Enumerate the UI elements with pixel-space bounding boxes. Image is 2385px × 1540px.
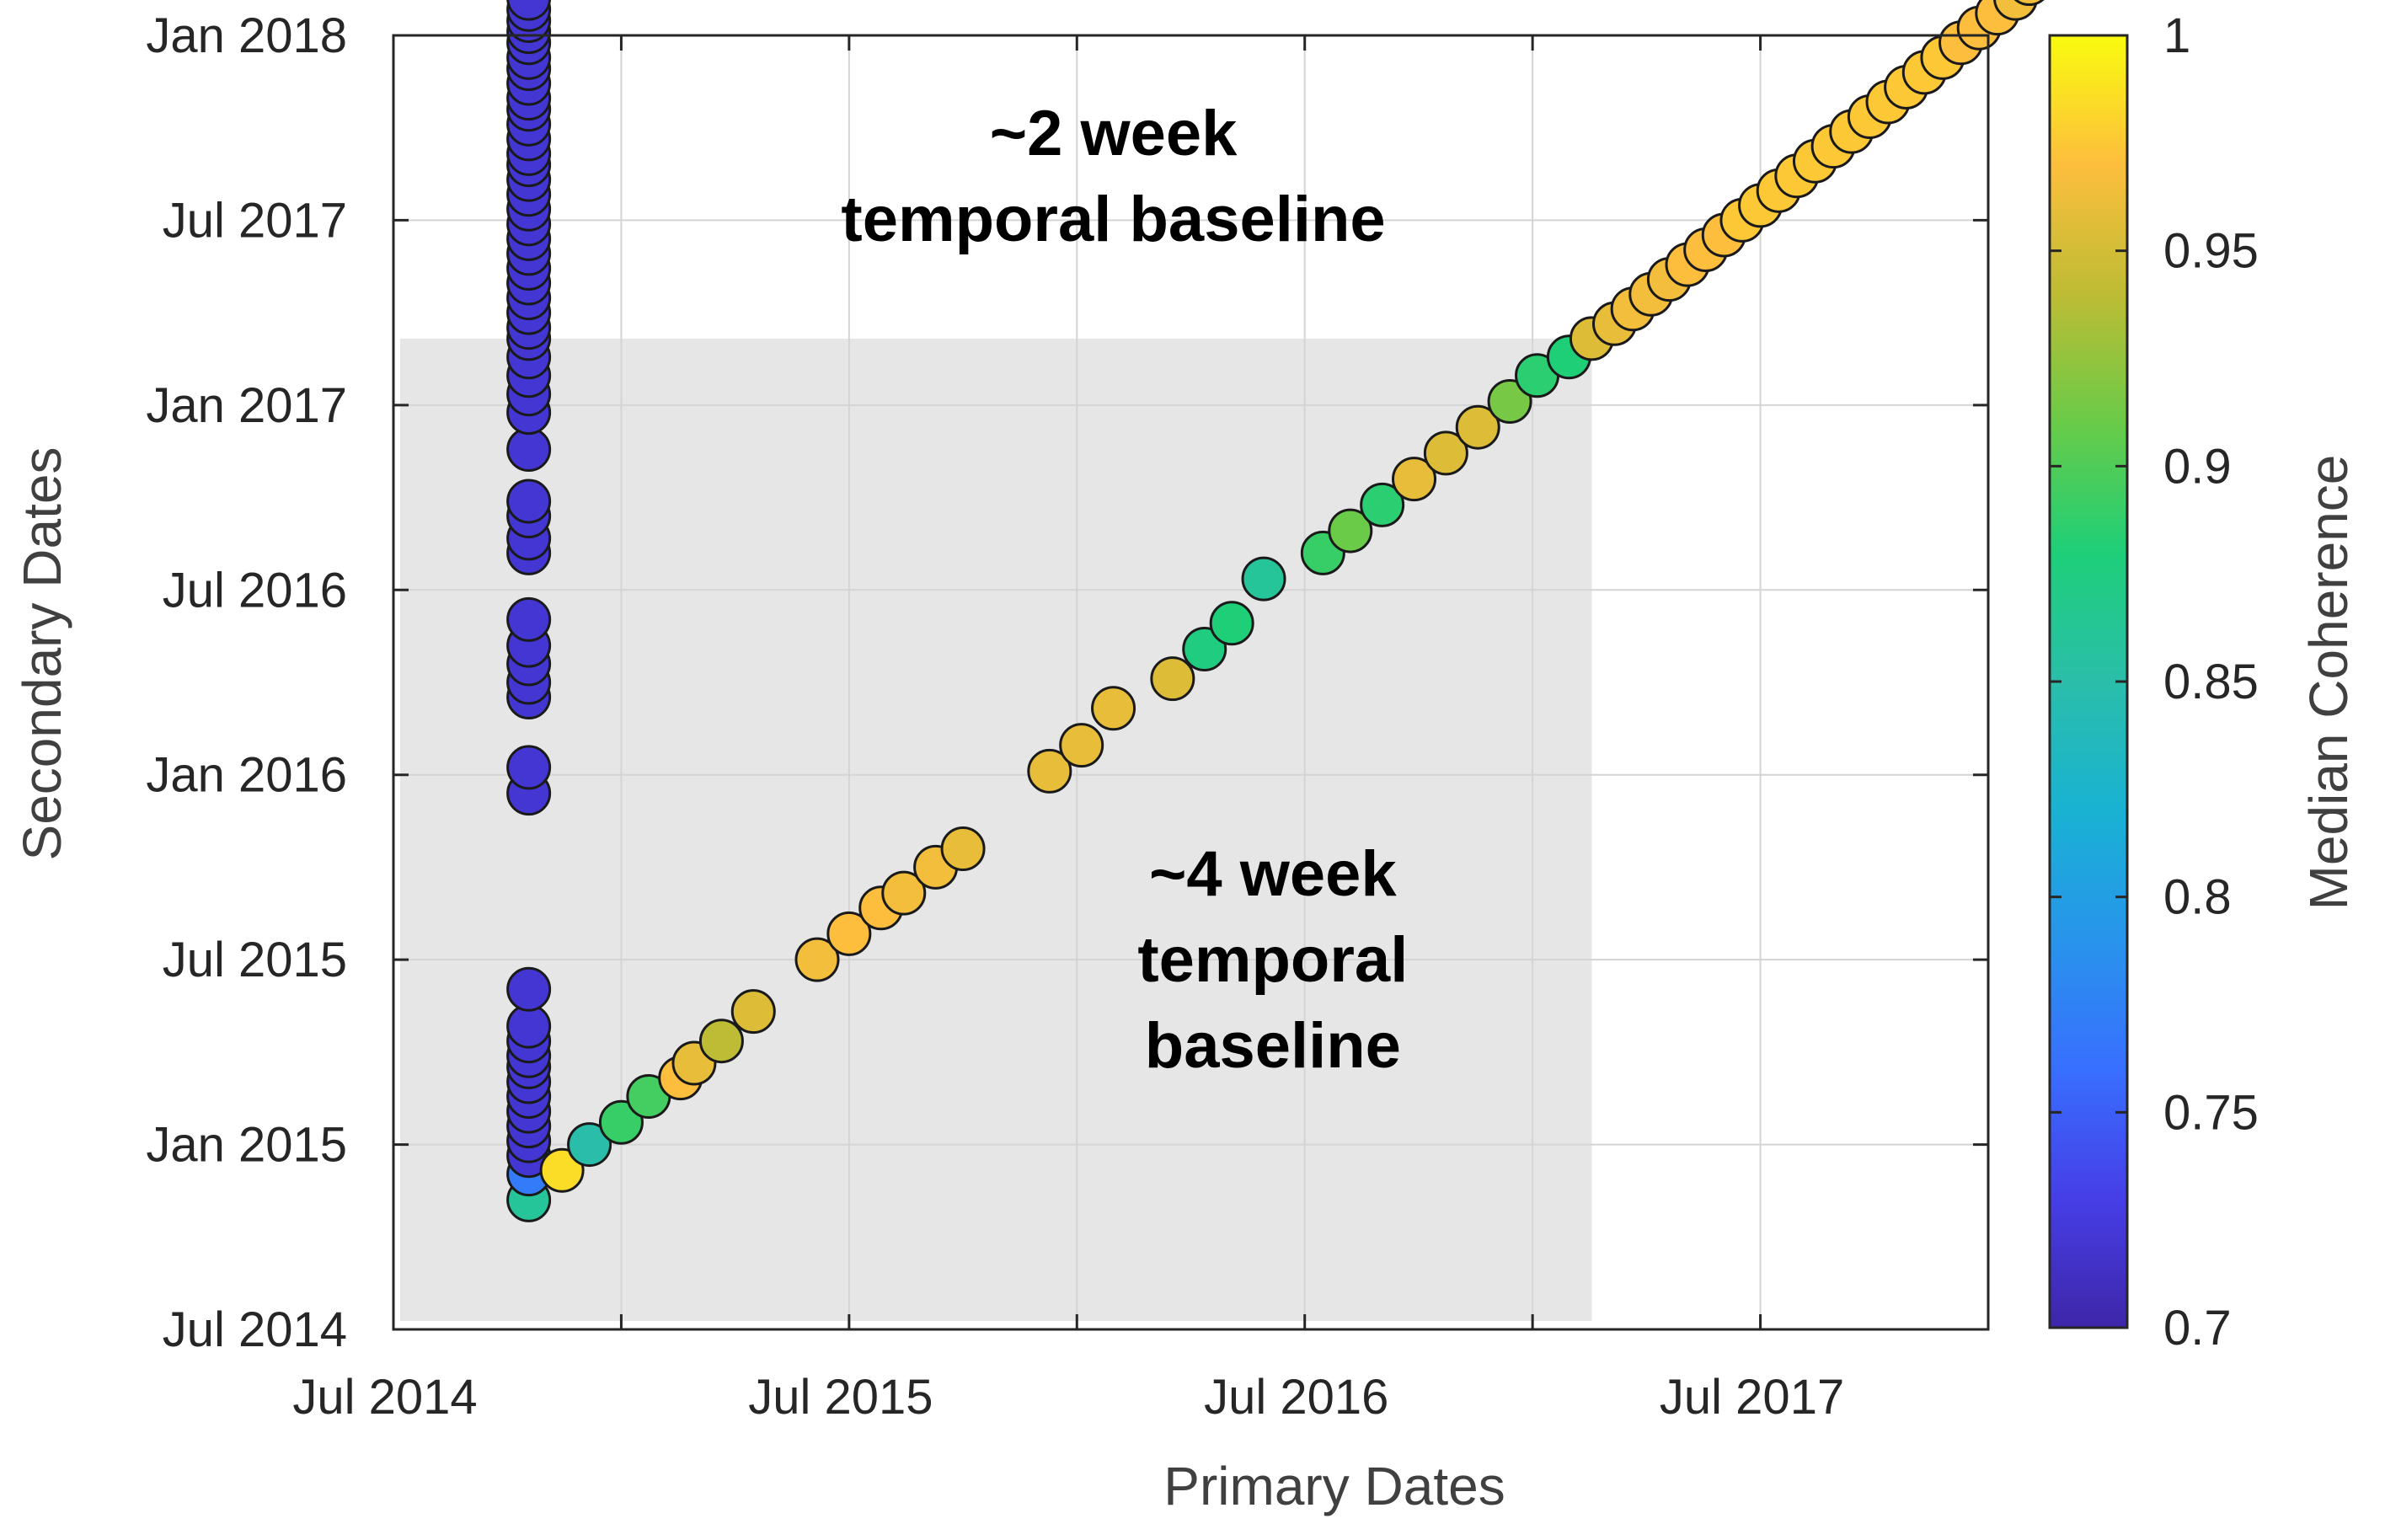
colorbar: 0.7 0.75 0.8 0.85 0.9 0.95 1 Median Coherence: [2048, 8, 2359, 1356]
data-point: [567, 1122, 612, 1168]
data-point: [1328, 508, 1373, 553]
data-point: [1423, 430, 1468, 476]
data-point: [1027, 748, 1072, 794]
data-point: [506, 0, 552, 21]
colorbar-tick-label: 0.8: [2163, 870, 2232, 925]
x-tick-label: Jul 2015: [748, 1370, 933, 1425]
data-point: [698, 1019, 744, 1064]
colorbar-tick-label: 0.9: [2163, 439, 2232, 494]
data-point: [506, 966, 552, 1012]
annotations: ~2 week temporal baseline ~4 week temporal b…: [841, 98, 1408, 1082]
data-point: [1091, 686, 1136, 731]
data-point: [506, 596, 552, 642]
plot-frame: [392, 34, 1990, 1331]
y-tick-label: Jan 2017: [146, 378, 347, 433]
data-point: [826, 911, 872, 956]
points: [506, 0, 2045, 1222]
data-point: [1241, 556, 1286, 602]
data-point: [1150, 656, 1195, 702]
data-point: [506, 479, 552, 524]
data-point: [1487, 378, 1532, 424]
annotation-text: ~4 week: [1149, 838, 1397, 910]
colorbar-tick-label: 1: [2163, 8, 2190, 63]
data-point: [794, 937, 840, 982]
y-tick-label: Jan 2016: [146, 748, 347, 803]
data-point: [1209, 601, 1254, 646]
annotation-text: ~2 week: [990, 98, 1238, 169]
y-axis: Jul 2014 Jan 2015 Jul 2015 Jan 2016 Jul 2016…: [146, 8, 1988, 1357]
colorbar-tick-label: 0.95: [2163, 224, 2259, 279]
annotation-text: temporal: [1137, 924, 1408, 996]
colorbar-label: Median Coherence: [2298, 455, 2359, 911]
colorbar-tick-label: 0.75: [2163, 1085, 2259, 1140]
data-point: [1360, 482, 1405, 527]
x-axis: Jul 2014 Jul 2015 Jul 2016 Jul 2017: [292, 35, 1844, 1425]
x-tick-label: Jul 2014: [292, 1370, 477, 1425]
annotation-text: temporal baseline: [841, 184, 1385, 255]
data-point: [598, 1099, 644, 1145]
x-axis-label: Primary Dates: [1163, 1456, 1505, 1516]
x-tick-label: Jul 2016: [1204, 1370, 1388, 1425]
y-tick-label: Jul 2014: [163, 1302, 347, 1357]
y-tick-label: Jul 2015: [163, 933, 347, 987]
data-point: [539, 1147, 585, 1193]
data-point: [940, 826, 986, 871]
colorbar-tick-label: 0.85: [2163, 655, 2259, 709]
data-point: [1059, 723, 1104, 768]
colorbar-gradient: [2048, 34, 2129, 1329]
data-point: [881, 870, 927, 916]
y-axis-label: Secondary Dates: [12, 447, 72, 861]
data-point: [730, 989, 776, 1035]
grid: [393, 35, 1988, 1329]
data-point: [1455, 404, 1500, 450]
y-tick-label: Jan 2015: [146, 1118, 347, 1173]
data-point: [1182, 627, 1227, 672]
data-point: [1392, 457, 1437, 502]
plot-area: ~2 week temporal baseline ~4 week temporal b…: [392, 0, 2045, 1331]
annotation-text: baseline: [1145, 1010, 1401, 1082]
colorbar-ticks: 0.7 0.75 0.8 0.85 0.9 0.95 1: [2050, 8, 2259, 1356]
y-tick-label: Jan 2018: [146, 8, 347, 63]
x-tick-label: Jul 2017: [1660, 1370, 1844, 1425]
data-point: [506, 745, 552, 790]
y-tick-label: Jul 2017: [163, 193, 347, 248]
y-tick-label: Jul 2016: [163, 563, 347, 618]
colorbar-tick-label: 0.7: [2163, 1301, 2232, 1356]
data-point: [2013, 0, 2045, 7]
